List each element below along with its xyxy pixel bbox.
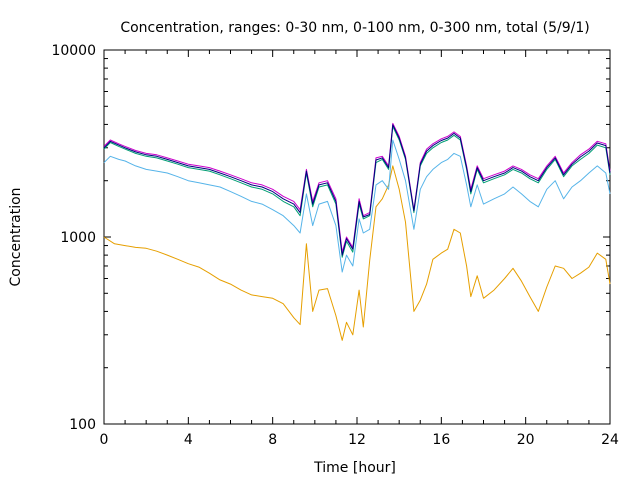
x-tick-label: 0 (100, 432, 109, 448)
y-axis-label: Concentration (8, 187, 24, 286)
y-tick-label: 1000 (60, 230, 96, 246)
x-tick-label: 20 (517, 432, 535, 448)
x-tick-label: 4 (184, 432, 193, 448)
x-tick-label: 24 (601, 432, 619, 448)
x-tick-label: 16 (432, 432, 450, 448)
series-layer (103, 122, 611, 341)
x-tick-label: 8 (268, 432, 277, 448)
y-tick-label: 10000 (51, 43, 96, 59)
chart-title: Concentration, ranges: 0-30 nm, 0-100 nm… (120, 20, 589, 36)
x-tick-label: 12 (348, 432, 366, 448)
series-line-4 (103, 122, 611, 253)
series-line-1 (103, 165, 611, 341)
series-line-2 (103, 139, 611, 273)
y-tick-label: 100 (69, 417, 96, 433)
x-axis-label: Time [hour] (313, 460, 396, 476)
series-line-5 (103, 124, 611, 256)
axis-ticks: 0 4 8 12 16 20 24 100 1000 10000 (51, 43, 619, 448)
